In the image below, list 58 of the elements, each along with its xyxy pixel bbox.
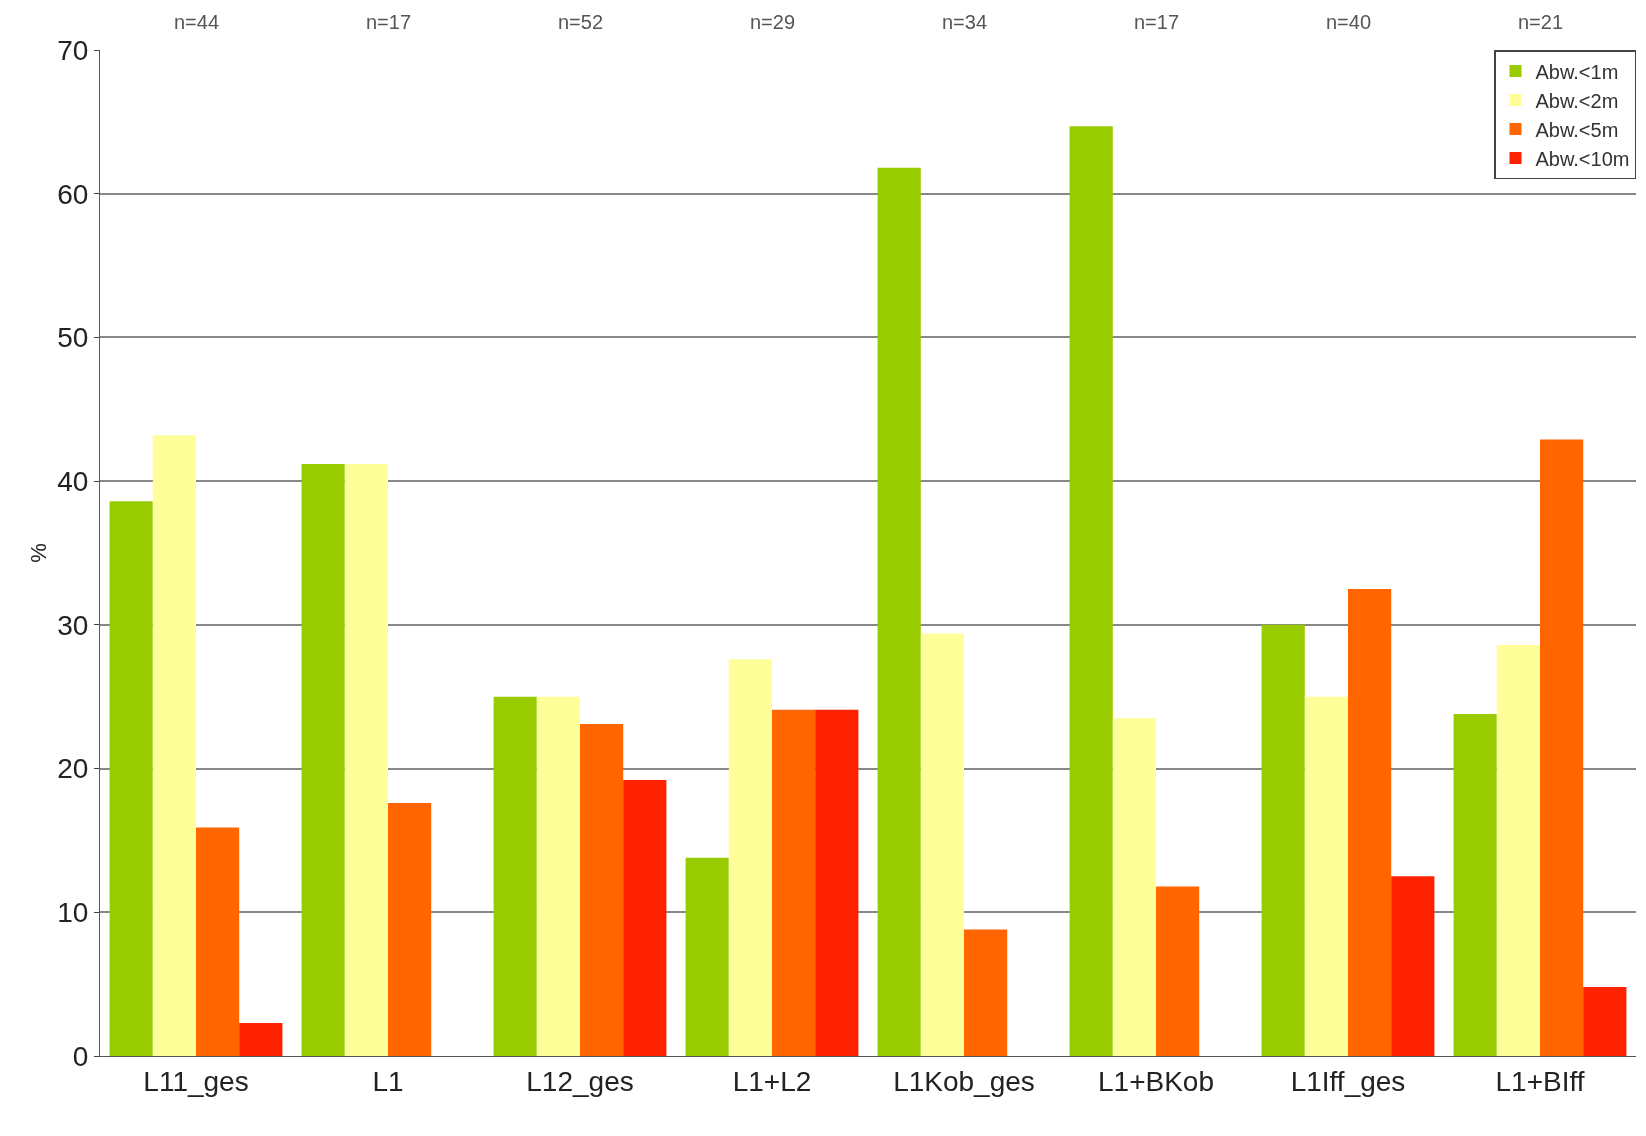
text: n=40 bbox=[1326, 11, 1372, 33]
bar bbox=[1261, 624, 1305, 1056]
y-tick-label: 60 bbox=[57, 178, 89, 210]
x-tick-label: L12_ges bbox=[526, 1065, 634, 1097]
x-tick-label: L1Kob_ges bbox=[893, 1065, 1035, 1097]
y-tick-label: 0 bbox=[72, 1040, 89, 1072]
legend-label: Abw.<10m bbox=[1535, 147, 1630, 170]
y-tick-label: 40 bbox=[57, 465, 89, 497]
x-tick-label: L1+L2 bbox=[732, 1065, 812, 1097]
legend-label: Abw.<2m bbox=[1535, 89, 1619, 112]
y-tick-label: 30 bbox=[57, 609, 89, 641]
bar bbox=[493, 696, 537, 1056]
bar bbox=[239, 1022, 283, 1056]
bar bbox=[1583, 987, 1627, 1056]
x-tick-label: L11_ges bbox=[143, 1065, 249, 1097]
y-tick-label: 20 bbox=[57, 753, 89, 785]
text: n=29 bbox=[750, 11, 796, 33]
bar bbox=[623, 780, 667, 1056]
y-tick-label: 50 bbox=[57, 322, 89, 354]
bar bbox=[1391, 876, 1435, 1056]
x-tick-label: L1+BIff bbox=[1495, 1065, 1585, 1097]
bar bbox=[1496, 644, 1540, 1056]
bar bbox=[152, 435, 196, 1056]
legend-label: Abw.<5m bbox=[1535, 118, 1619, 141]
y-axis-title: % bbox=[26, 543, 51, 563]
text: n=17 bbox=[366, 11, 412, 33]
bar bbox=[536, 696, 580, 1056]
bar bbox=[196, 827, 240, 1056]
bar bbox=[920, 633, 964, 1056]
bar bbox=[344, 463, 388, 1056]
bar bbox=[815, 709, 859, 1056]
y-tick-label: 70 bbox=[57, 34, 89, 66]
bar bbox=[1112, 718, 1156, 1056]
bar bbox=[964, 929, 1008, 1056]
bar bbox=[728, 659, 772, 1056]
text: n=44 bbox=[174, 11, 220, 33]
bar bbox=[1069, 126, 1113, 1056]
bar bbox=[1156, 886, 1200, 1056]
x-tick-label: L1 bbox=[372, 1065, 404, 1097]
text: n=52 bbox=[558, 11, 604, 33]
bar bbox=[580, 724, 624, 1056]
bar bbox=[1348, 588, 1392, 1056]
text: n=17 bbox=[1134, 11, 1180, 33]
text: n=34 bbox=[942, 11, 988, 33]
bar bbox=[877, 167, 921, 1056]
x-tick-label: L1Iff_ges bbox=[1290, 1065, 1406, 1097]
y-tick-label: 10 bbox=[57, 897, 89, 929]
bar bbox=[301, 463, 345, 1056]
bar bbox=[1304, 696, 1348, 1056]
legend-label: Abw.<1m bbox=[1535, 60, 1619, 83]
bar bbox=[772, 709, 816, 1056]
bar bbox=[1540, 439, 1584, 1056]
text: n=21 bbox=[1518, 11, 1564, 33]
bar bbox=[388, 803, 432, 1056]
bar bbox=[685, 857, 729, 1056]
bar bbox=[1453, 713, 1497, 1056]
bar bbox=[109, 501, 153, 1056]
x-tick-label: L1+BKob bbox=[1098, 1065, 1214, 1097]
